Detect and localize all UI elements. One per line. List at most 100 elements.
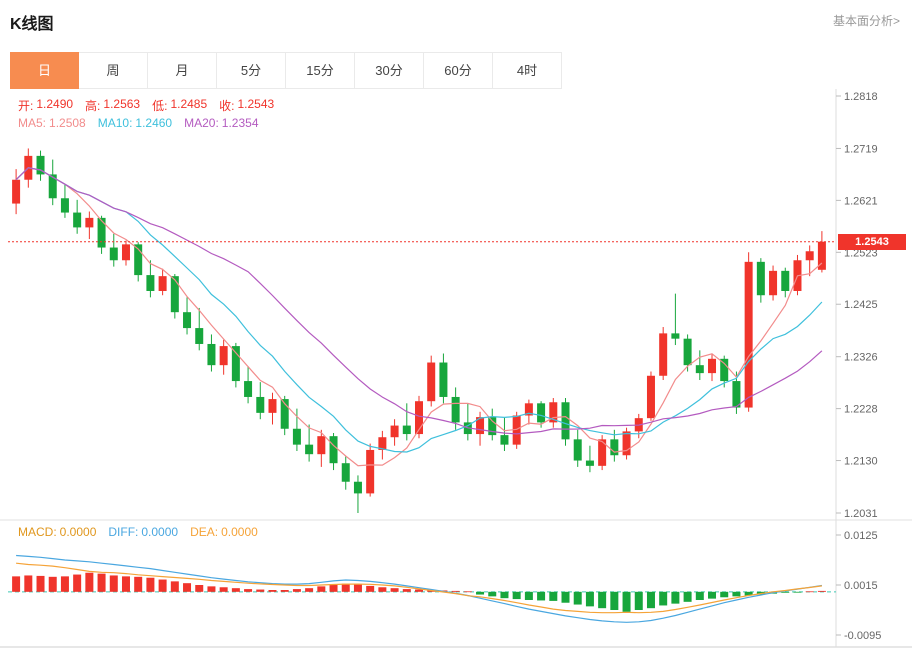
candle bbox=[659, 333, 668, 376]
candle bbox=[378, 437, 387, 450]
macd-bar bbox=[524, 591, 533, 600]
macd-bar bbox=[634, 591, 643, 610]
candle bbox=[231, 346, 240, 382]
macd-bar bbox=[585, 591, 594, 607]
candle bbox=[402, 425, 411, 435]
macd-axis-label: 0.0015 bbox=[844, 580, 878, 592]
candle bbox=[646, 375, 655, 419]
tab-month[interactable]: 月 bbox=[148, 52, 217, 89]
candle bbox=[708, 358, 717, 374]
candle bbox=[48, 174, 57, 199]
tab-week[interactable]: 周 bbox=[79, 52, 148, 89]
candle bbox=[329, 436, 338, 464]
macd-bar bbox=[268, 590, 277, 592]
macd-bar bbox=[549, 591, 558, 601]
candle bbox=[109, 247, 118, 261]
macd-bar bbox=[24, 575, 33, 592]
macd-bar bbox=[48, 576, 57, 592]
candle bbox=[146, 275, 155, 291]
macd-bar bbox=[36, 575, 45, 592]
candle bbox=[353, 481, 362, 494]
macd-bar bbox=[537, 591, 546, 601]
macd-bar bbox=[73, 574, 82, 592]
macd-bar bbox=[598, 591, 607, 609]
macd-bar bbox=[219, 587, 228, 592]
macd-bar bbox=[659, 591, 668, 606]
macd-bar bbox=[671, 591, 680, 604]
candle bbox=[720, 358, 729, 382]
candle bbox=[415, 401, 423, 435]
candle bbox=[85, 217, 94, 228]
candle bbox=[134, 244, 143, 276]
page-title: K线图 bbox=[10, 16, 54, 33]
macd-bar bbox=[280, 590, 289, 592]
macd-bar bbox=[708, 591, 717, 599]
candle bbox=[598, 439, 607, 466]
candle bbox=[476, 417, 485, 435]
candle bbox=[305, 444, 314, 455]
macd-bar bbox=[561, 591, 570, 603]
macd-axis-label: 0.0125 bbox=[844, 530, 878, 542]
diff-line bbox=[16, 554, 822, 623]
macd-bar bbox=[622, 591, 631, 612]
candle bbox=[756, 261, 765, 296]
macd-axis-label: -0.0095 bbox=[844, 630, 881, 642]
macd-bar bbox=[378, 587, 387, 592]
candle bbox=[524, 403, 533, 416]
price-axis-label: 1.2523 bbox=[844, 247, 878, 259]
macd-bar bbox=[573, 591, 582, 605]
price-axis-label: 1.2621 bbox=[844, 195, 878, 207]
macd-bar bbox=[170, 581, 179, 592]
price-axis-label: 1.2130 bbox=[844, 456, 878, 468]
candle bbox=[268, 399, 277, 413]
tab-30min[interactable]: 30分 bbox=[355, 52, 424, 89]
macd-bar bbox=[134, 576, 143, 592]
macd-bar bbox=[476, 591, 485, 595]
candle bbox=[683, 338, 692, 366]
macd-bar bbox=[732, 591, 741, 597]
tab-5min[interactable]: 5分 bbox=[217, 52, 286, 89]
macd-bar bbox=[683, 591, 692, 602]
tab-60min[interactable]: 60分 bbox=[424, 52, 493, 89]
tab-15min[interactable]: 15分 bbox=[286, 52, 355, 89]
candle bbox=[512, 415, 521, 445]
macd-bar bbox=[244, 589, 253, 592]
price-axis-label: 1.2719 bbox=[844, 143, 878, 155]
candle bbox=[170, 276, 179, 313]
kline-chart[interactable]: 1.2818 1.2719 1.2621 1.2523 1.2425 1.2326 1.22… bbox=[0, 89, 912, 649]
macd-bar bbox=[488, 591, 497, 597]
candle bbox=[500, 435, 509, 445]
candle bbox=[207, 343, 216, 366]
macd-bar bbox=[341, 583, 350, 592]
tab-day[interactable]: 日 bbox=[10, 52, 79, 89]
macd-bar bbox=[353, 584, 362, 592]
ma20-line bbox=[15, 167, 823, 435]
candle bbox=[451, 396, 460, 423]
macd-bar bbox=[256, 589, 265, 592]
candle bbox=[585, 460, 594, 466]
candle bbox=[769, 270, 778, 296]
price-axis-label: 1.2425 bbox=[844, 299, 878, 311]
tab-4hour[interactable]: 4时 bbox=[493, 52, 562, 89]
dea-line bbox=[16, 562, 822, 614]
candle bbox=[280, 399, 289, 429]
candle bbox=[439, 362, 448, 397]
macd-bar bbox=[109, 575, 118, 592]
candle bbox=[60, 198, 69, 213]
macd-bar bbox=[781, 591, 790, 593]
macd-bar bbox=[817, 590, 826, 592]
candle bbox=[732, 381, 741, 408]
candle bbox=[12, 179, 21, 204]
candle bbox=[158, 276, 167, 291]
candle bbox=[195, 328, 204, 344]
macd-bar bbox=[207, 586, 216, 592]
candle bbox=[695, 365, 704, 374]
ma5-line bbox=[15, 167, 823, 467]
macd-bar bbox=[463, 591, 472, 593]
macd-bar bbox=[329, 584, 338, 592]
candle bbox=[317, 436, 326, 455]
macd-bar bbox=[451, 590, 460, 592]
fundamental-analysis-link[interactable]: 基本面分析> bbox=[832, 14, 900, 28]
macd-bar bbox=[366, 585, 375, 592]
